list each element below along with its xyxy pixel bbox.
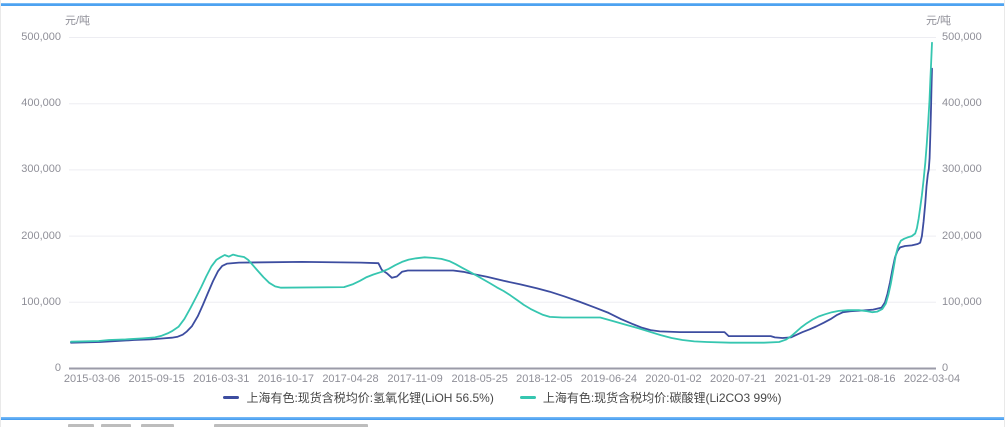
y-tick-label-left: 100,000 [21, 295, 61, 308]
series-line-0[interactable] [70, 67, 933, 344]
y-tick-label-left: 400,000 [21, 97, 61, 110]
y-tick-label-right: 0 [942, 362, 949, 374]
legend-line-marker [519, 396, 536, 399]
y-tick-label-right: 200,000 [942, 229, 982, 242]
x-tick-label: 2021-01-29 [774, 373, 831, 385]
legend-item-lioh[interactable]: 上海有色:现货含税均价:氢氧化锂(LiOH 56.5%) [223, 389, 494, 406]
y-tick-label-left: 500,000 [21, 31, 61, 43]
legend-label: 上海有色:现货含税均价:氢氧化锂(LiOH 56.5%) [246, 391, 494, 405]
x-tick-label: 2018-12-05 [516, 373, 573, 385]
top-accent-bar [1, 3, 1004, 6]
bottom-accent-bar [1, 417, 1004, 420]
x-tick-label: 2018-05-25 [451, 373, 508, 385]
clipped-text-fragment [101, 423, 131, 427]
clipped-text-fragment [68, 423, 94, 427]
x-tick-label: 2017-11-09 [387, 373, 443, 385]
legend-item-li2co3[interactable]: 上海有色:现货含税均价:碳酸锂(Li2CO3 99%) [519, 389, 782, 406]
legend-label: 上海有色:现货含税均价:碳酸锂(Li2CO3 99%) [542, 391, 782, 405]
y-tick-label-right: 500,000 [942, 31, 982, 43]
y-tick-label-right: 300,000 [942, 163, 982, 176]
x-tick-label: 2015-03-06 [63, 373, 121, 385]
x-tick-label: 2022-03-04 [903, 373, 961, 385]
series-line-1[interactable] [70, 41, 933, 344]
x-tick-label: 2020-01-02 [645, 373, 702, 385]
y-tick-label-left: 200,000 [21, 229, 61, 242]
clipped-footer-text [1, 423, 1004, 427]
y-tick-label-left: 300,000 [21, 163, 61, 176]
clipped-text-fragment [141, 423, 174, 427]
x-tick-label: 2021-08-16 [839, 373, 896, 385]
x-tick-label: 2019-06-24 [580, 373, 638, 385]
y-axis-unit-right: 元/吨 [926, 15, 952, 27]
x-tick-label: 2016-10-17 [257, 373, 314, 385]
y-tick-label-left: 0 [54, 362, 61, 374]
clipped-text-fragment [214, 423, 368, 427]
y-tick-label-right: 100,000 [942, 295, 982, 308]
x-tick-label: 2015-09-15 [128, 373, 185, 385]
x-tick-label: 2017-04-28 [322, 373, 379, 385]
y-axis-unit-left: 元/吨 [65, 15, 91, 27]
legend-line-marker [223, 396, 240, 399]
y-tick-label-right: 400,000 [942, 97, 982, 110]
x-tick-label: 2020-07-21 [710, 373, 767, 385]
x-tick-label: 2016-03-31 [193, 373, 250, 385]
chart-legend: 上海有色:现货含税均价:氢氧化锂(LiOH 56.5%) 上海有色:现货含税均价:… [1, 389, 1004, 406]
